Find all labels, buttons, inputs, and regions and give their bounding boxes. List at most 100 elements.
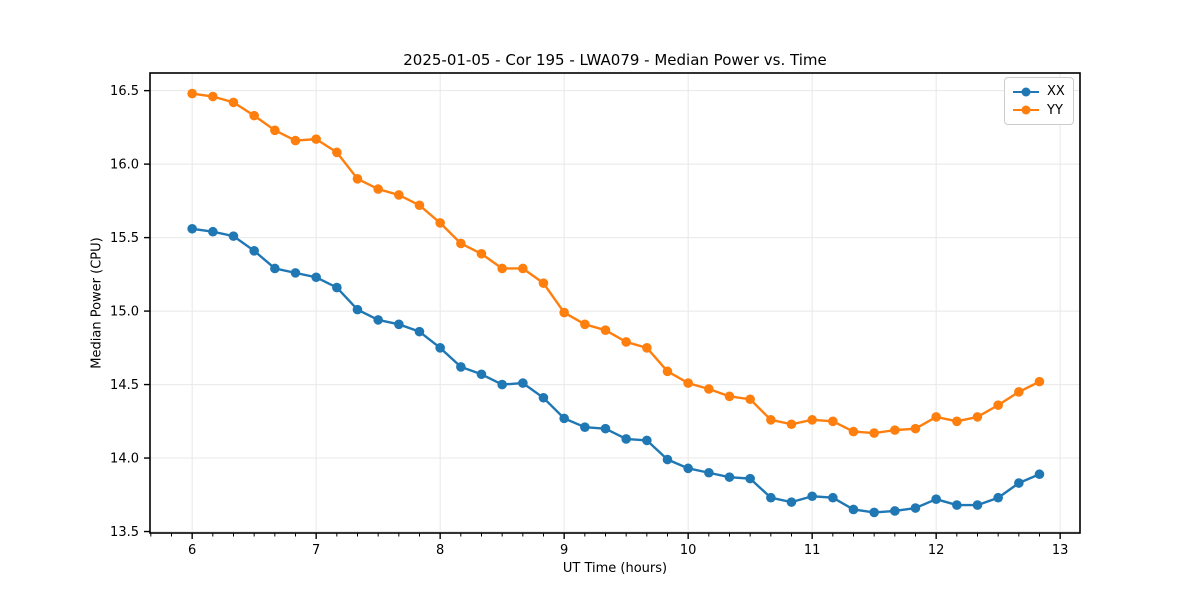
yy-marker	[848, 426, 859, 437]
yy-marker	[476, 248, 487, 259]
xx-marker	[332, 282, 342, 293]
yy-marker	[311, 134, 321, 144]
xx-line-marker-icon	[1013, 87, 1039, 97]
y-tick-label: 14.0	[110, 452, 139, 467]
xx-marker	[559, 413, 569, 424]
x-tick-label: 8	[436, 543, 444, 558]
y-tick-label: 15.5	[110, 231, 139, 246]
yy-line	[191, 92, 1040, 435]
xx-marker	[228, 231, 239, 241]
yy-marker	[290, 135, 301, 146]
yy-marker	[704, 384, 714, 394]
xx-marker	[497, 379, 507, 390]
xx-marker	[476, 369, 487, 380]
yy-marker	[621, 337, 631, 347]
yy-marker	[766, 415, 776, 425]
xx-marker	[1014, 478, 1024, 488]
y-tick-label: 16.5	[110, 84, 139, 99]
yy-marker	[1034, 376, 1045, 387]
yy-marker	[373, 184, 383, 194]
y-tick-label: 14.5	[110, 378, 139, 393]
xx-marker	[373, 315, 383, 325]
xx-marker	[352, 304, 363, 315]
yy-marker	[745, 394, 755, 405]
x-tick-label: 11	[804, 543, 821, 558]
xx-marker	[394, 319, 404, 330]
x-tick-label: 6	[188, 543, 196, 558]
xx-marker	[1034, 469, 1045, 480]
yy-marker	[394, 190, 404, 200]
yy-marker	[993, 400, 1003, 410]
yy-marker	[642, 343, 652, 353]
x-tick-label: 12	[928, 543, 945, 558]
x-axis-label: UT Time (hours)	[562, 561, 668, 576]
xx-marker	[972, 500, 983, 510]
legend: XX YY	[1004, 77, 1074, 125]
yy-marker	[414, 200, 425, 211]
legend-item-yy: YY	[1013, 104, 1065, 117]
x-tick-label: 7	[312, 543, 320, 558]
xx-marker	[869, 507, 879, 518]
xx-marker	[249, 246, 259, 256]
yy-marker	[435, 218, 445, 228]
yy-marker	[352, 174, 363, 184]
yy-marker	[931, 412, 941, 422]
yy-marker	[952, 416, 962, 427]
y-tick-label: 13.5	[110, 525, 139, 540]
xx-marker	[993, 492, 1003, 503]
x-tick-label: 10	[680, 543, 697, 558]
yy-marker	[807, 415, 817, 425]
xx-marker	[952, 500, 962, 510]
xx-marker	[683, 463, 693, 474]
yy-line-marker-icon	[1013, 105, 1039, 115]
xx-marker	[890, 506, 900, 516]
xx-marker	[435, 343, 445, 353]
xx-marker	[538, 392, 549, 403]
xx-marker	[745, 473, 755, 484]
y-tick-label: 15.0	[110, 305, 139, 320]
yy-marker	[910, 423, 921, 434]
xx-marker	[807, 491, 817, 502]
plot-frame	[149, 72, 1081, 534]
yy-marker	[270, 125, 280, 136]
yy-marker	[538, 278, 549, 288]
yy-marker	[249, 110, 259, 121]
xx-marker	[828, 492, 838, 503]
yy-marker	[786, 419, 797, 430]
xx-marker	[600, 423, 611, 434]
xx-marker	[208, 226, 218, 237]
chart-title: 2025-01-05 - Cor 195 - LWA079 - Median P…	[403, 51, 827, 69]
xx-marker	[270, 263, 280, 274]
yy-marker	[1014, 387, 1024, 397]
yy-marker	[208, 91, 218, 102]
yy-marker	[828, 416, 838, 427]
yy-marker	[724, 391, 735, 402]
xx-marker	[662, 454, 673, 465]
yy-marker	[518, 263, 528, 274]
yy-marker	[228, 97, 239, 108]
yy-marker	[497, 263, 507, 274]
yy-marker	[662, 366, 673, 377]
xx-marker	[724, 472, 735, 482]
yy-marker	[600, 325, 611, 335]
x-tick-label: 13	[1052, 543, 1069, 558]
legend-label-yy: YY	[1047, 102, 1063, 118]
xx-marker	[187, 223, 197, 234]
yy-marker	[559, 307, 569, 318]
xx-marker	[766, 492, 776, 503]
xx-marker	[704, 467, 714, 478]
yy-marker	[869, 428, 879, 438]
xx-marker	[642, 435, 652, 446]
x-tick-label: 9	[560, 543, 568, 558]
yy-marker	[890, 425, 900, 435]
yy-marker	[456, 238, 466, 249]
legend-item-xx: XX	[1013, 85, 1065, 98]
xx-marker	[931, 494, 941, 504]
xx-marker	[414, 326, 425, 337]
xx-line	[191, 227, 1040, 514]
xx-marker	[621, 434, 631, 444]
xx-marker	[290, 268, 301, 278]
xx-marker	[456, 362, 466, 372]
y-tick-label: 16.0	[110, 158, 139, 173]
